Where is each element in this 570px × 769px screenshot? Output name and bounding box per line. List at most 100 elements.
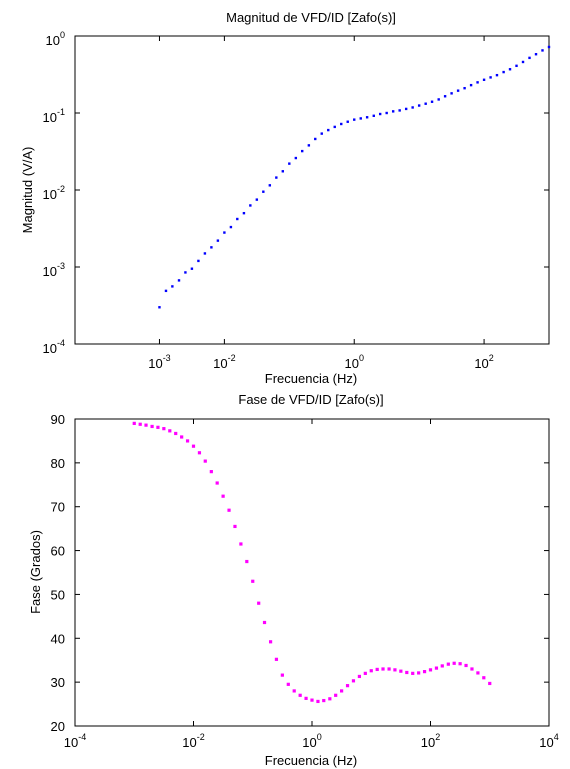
phase-data-point (191, 444, 196, 448)
phase-data-point (381, 667, 385, 671)
magnitude-data-point (404, 107, 408, 111)
phase-data-point (227, 508, 231, 512)
phase-y-tick-label: 20 (51, 719, 65, 734)
phase-x-tick-label-base: 10 (182, 735, 196, 750)
magnitude-data-point (534, 53, 538, 56)
magnitude-data-point (164, 289, 168, 293)
phase-x-tick-label: 10-4 (64, 732, 86, 750)
magnitude-y-tick-label-exp: -2 (57, 184, 65, 194)
phase-data-point (399, 669, 403, 673)
phase-data-point (458, 662, 462, 666)
magnitude-y-tick-label-exp: -3 (57, 261, 65, 271)
magnitude-y-tick-label-exp: -1 (57, 107, 65, 117)
phase-data-point (162, 427, 166, 431)
magnitude-data-point (184, 271, 187, 274)
magnitude-x-tick-label: 10-2 (213, 353, 235, 371)
phase-data-point (422, 670, 427, 674)
phase-data-point (310, 698, 314, 702)
phase-x-tick-label: 10-2 (182, 732, 204, 750)
phase-y-tick-label: 90 (51, 412, 65, 427)
phase-x-tick-label: 100 (302, 732, 321, 750)
phase-x-tick-label-exp: 4 (554, 732, 559, 742)
magnitude-y-axis-label: Magnitud (V/A) (20, 147, 35, 234)
magnitude-data-point (190, 267, 194, 270)
magnitude-y-tick-label: 10-4 (43, 338, 65, 356)
magnitude-x-tick-label: 10-3 (148, 353, 170, 371)
magnitude-data-point (437, 98, 440, 101)
magnitude-data-point (327, 128, 330, 132)
phase-data-point (369, 669, 373, 673)
magnitude-y-tick-label-base: 10 (43, 187, 57, 202)
magnitude-data-point (541, 49, 544, 52)
phase-data-point (132, 421, 136, 425)
magnitude-data-point (301, 149, 304, 153)
magnitude-data-point (411, 106, 414, 109)
phase-y-tick-label: 50 (51, 587, 65, 602)
magnitude-data-point (443, 95, 447, 98)
phase-data-point (274, 657, 279, 661)
phase-data-point (209, 470, 213, 474)
magnitude-data-point (262, 190, 265, 193)
phase-chart-title: Fase de VFD/ID [Zafo(s)] (238, 392, 383, 407)
magnitude-y-tick-label: 100 (46, 30, 65, 48)
phase-data-point (221, 494, 225, 498)
phase-y-tick-label: 70 (51, 500, 65, 515)
magnitude-data-point (340, 122, 343, 126)
phase-data-point (482, 676, 486, 680)
phase-data-point (150, 424, 154, 429)
phase-x-tick-label: 104 (539, 732, 558, 750)
phase-data-point (488, 681, 492, 686)
phase-data-point (411, 671, 415, 675)
magnitude-data-point (378, 112, 382, 116)
magnitude-data-point (372, 114, 375, 117)
phase-data-point (434, 666, 439, 670)
magnitude-points (158, 45, 551, 309)
phase-data-point (257, 601, 261, 605)
magnitude-data-point (547, 45, 551, 49)
magnitude-data-point (346, 120, 349, 123)
phase-data-point (197, 451, 202, 455)
phase-y-tick-label: 40 (51, 631, 65, 646)
phase-x-tick-label: 102 (421, 732, 440, 750)
phase-plot-area (74, 418, 550, 727)
magnitude-chart-title: Magnitud de VFD/ID [Zafo(s)] (226, 10, 396, 25)
magnitude-data-point (177, 279, 181, 282)
phase-data-point (262, 620, 267, 625)
phase-y-tick-label: 80 (51, 456, 65, 471)
phase-data-point (203, 459, 207, 463)
phase-data-point (168, 429, 172, 433)
magnitude-data-point (528, 56, 531, 60)
phase-data-point (452, 661, 456, 665)
magnitude-data-point (158, 306, 161, 309)
magnitude-x-tick-label-base: 10 (148, 356, 162, 371)
magnitude-y-tick-label: 10-2 (43, 184, 65, 202)
phase-data-point (245, 559, 249, 564)
magnitude-data-point (456, 89, 460, 92)
magnitude-data-point (307, 144, 311, 147)
magnitude-data-point (521, 60, 525, 64)
phase-data-point (476, 671, 480, 675)
magnitude-data-point (469, 83, 473, 87)
magnitude-data-point (171, 285, 174, 288)
phase-y-axis-label: Fase (Grados) (28, 530, 43, 614)
phase-y-tick-label: 30 (51, 675, 65, 690)
magnitude-y-tick-label-base: 10 (43, 341, 57, 356)
phase-data-point (446, 662, 450, 666)
phase-data-point (322, 698, 326, 703)
magnitude-x-tick-label-base: 10 (474, 356, 488, 371)
phase-data-point (268, 640, 273, 644)
magnitude-y-tick-label: 10-3 (43, 261, 65, 279)
magnitude-data-point (417, 104, 421, 107)
magnitude-data-point (294, 156, 298, 160)
phase-data-point (417, 671, 421, 675)
magnitude-data-point (495, 73, 499, 77)
phase-data-point (185, 439, 190, 443)
magnitude-data-point (236, 217, 239, 221)
phase-data-point (138, 422, 142, 426)
magnitude-y-tick-label: 10-1 (43, 107, 65, 125)
magnitude-data-point (197, 259, 200, 263)
magnitude-data-point (242, 211, 246, 215)
phase-data-point (328, 697, 332, 701)
